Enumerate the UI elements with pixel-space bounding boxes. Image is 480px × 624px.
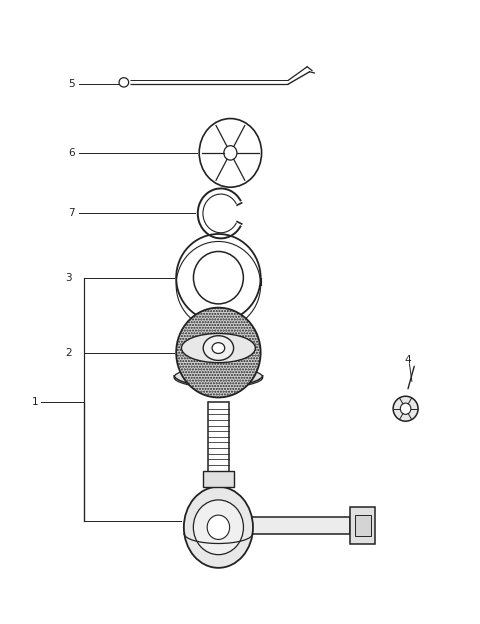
Ellipse shape	[393, 396, 418, 421]
Text: 6: 6	[68, 148, 74, 158]
Ellipse shape	[184, 487, 253, 568]
Ellipse shape	[181, 333, 255, 363]
Text: 4: 4	[405, 355, 411, 365]
Ellipse shape	[176, 308, 261, 397]
Ellipse shape	[207, 515, 229, 539]
FancyBboxPatch shape	[203, 471, 234, 487]
Text: 1: 1	[32, 397, 38, 407]
FancyBboxPatch shape	[244, 517, 350, 534]
Ellipse shape	[400, 403, 411, 414]
Ellipse shape	[212, 343, 225, 353]
FancyBboxPatch shape	[355, 515, 371, 536]
Ellipse shape	[193, 251, 243, 304]
Text: 7: 7	[68, 208, 74, 218]
Ellipse shape	[176, 234, 261, 321]
Ellipse shape	[203, 336, 234, 361]
FancyBboxPatch shape	[350, 507, 375, 544]
Ellipse shape	[174, 367, 263, 388]
Ellipse shape	[193, 500, 243, 555]
Text: 2: 2	[65, 348, 72, 358]
Text: 5: 5	[68, 79, 74, 89]
Text: 3: 3	[65, 273, 72, 283]
